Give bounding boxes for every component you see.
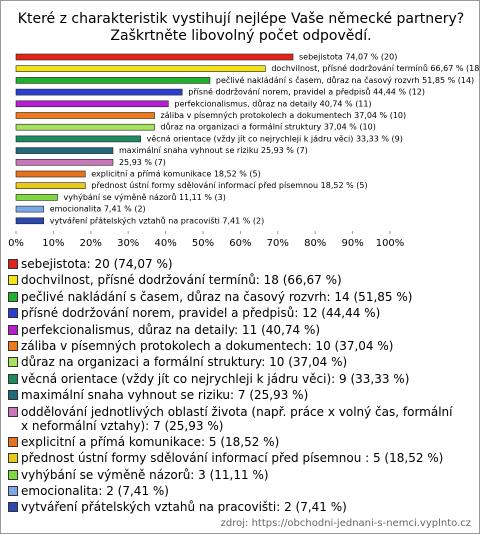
legend-label: záliba v písemných protokolech a dokumen…: [21, 338, 394, 353]
legend-label: explicitní a přímá komunikace: 5 (18,52 …: [21, 434, 280, 449]
bar: [15, 205, 45, 213]
bar-label: emocionalita 7,41 % (2): [50, 205, 146, 214]
legend-label: emocionalita: 2 (7,41 %): [21, 484, 169, 499]
bar: [15, 182, 86, 189]
bar-label: věcná orientace (vždy jít co nejrychleji…: [147, 134, 403, 143]
x-tick-label: 10%: [42, 238, 64, 249]
bar: [15, 112, 155, 119]
legend-swatch: [8, 324, 18, 335]
bar: [15, 123, 155, 131]
legend-item: oddělování jednotlivých oblastí života (…: [7, 405, 459, 433]
bar: [15, 77, 211, 84]
x-tick-label: 70%: [267, 238, 289, 249]
legend-label: perfekcionalismus, důraz na detaily: 11 …: [21, 322, 321, 337]
legend-label: přednost ústní formy sdělování informací…: [21, 451, 444, 466]
bar-label: pečlivé nakládání s časem, důraz na časo…: [216, 75, 474, 85]
bar: [15, 135, 141, 143]
legend-item: maximální snaha vyhnout se riziku: 7 (25…: [7, 388, 459, 402]
x-tick-label: 30%: [117, 238, 139, 249]
legend-label: vyhýbání se výměně názorů: 3 (11,11 %): [21, 467, 269, 482]
x-tick-label: 0%: [8, 238, 24, 249]
bar: [15, 159, 114, 166]
legend-swatch: [8, 357, 18, 368]
bar-label: perfekcionalismus, důraz na detaily 40,7…: [174, 98, 371, 108]
x-tick-label: 90%: [341, 238, 363, 249]
legend-swatch: [8, 373, 18, 384]
legend-label: důraz na organizaci a formální struktury…: [21, 355, 348, 370]
legend-item: sebejistota: 20 (74,07 %): [7, 257, 459, 271]
legend-swatch: [8, 390, 18, 401]
x-tick-label: 20%: [80, 238, 102, 249]
bar: [15, 100, 169, 108]
bar: [15, 194, 58, 201]
legend-label: oddělování jednotlivých oblastí života (…: [21, 404, 453, 433]
bar-label: explicitní a přímá komunikace 18,52 % (5…: [91, 170, 260, 179]
x-tick-label: 60%: [229, 238, 251, 249]
x-tick-label: 100%: [376, 238, 405, 249]
source: zdroj: https://obchodni-jednani-s-nemci.…: [220, 518, 471, 529]
legend-item: přednost ústní formy sdělování informací…: [7, 451, 459, 465]
legend-label: pečlivé nakládání s časem, důraz na časo…: [21, 289, 413, 304]
bar-label: dochvilnost, přísné dodržování termínů 6…: [271, 63, 479, 73]
legend-item: záliba v písemných protokolech a dokumen…: [7, 339, 459, 353]
legend-swatch: [8, 340, 18, 351]
legend-item: vyhýbání se výměně názorů: 3 (11,11 %): [7, 468, 459, 482]
bar: [15, 217, 45, 225]
legend-swatch: [8, 486, 18, 497]
legend-label: sebejistota: 20 (74,07 %): [21, 257, 173, 271]
legend-item: dochvilnost, přísné dodržování termínů: …: [7, 273, 459, 287]
legend-label: věcná orientace (vždy jít co nejrychleji…: [21, 371, 410, 386]
legend-swatch: [8, 436, 18, 447]
legend-item: přísné dodržování norem, pravidel a před…: [7, 306, 459, 320]
bar: [15, 88, 183, 96]
legend-swatch: [8, 308, 18, 319]
legend-label: přísné dodržování norem, pravidel a před…: [21, 306, 381, 321]
bar-label: důraz na organizaci a formální struktury…: [161, 122, 376, 132]
bar-label: záliba v písemných protokolech a dokumen…: [161, 111, 407, 120]
legend-swatch: [8, 259, 18, 269]
x-tick-label: 50%: [192, 238, 214, 249]
legend: sebejistota: 20 (74,07 %) dochvilnost, př…: [7, 257, 459, 517]
legend-label: maximální snaha vyhnout se riziku: 7 (25…: [21, 388, 309, 403]
legend-item: explicitní a přímá komunikace: 5 (18,52 …: [7, 435, 459, 449]
chart-subtitle: Zaškrtněte libovolný počet odpovědí.: [110, 28, 371, 44]
bar-label: 25,93 % (7): [119, 158, 166, 167]
bar: [15, 65, 266, 72]
legend-swatch: [8, 406, 18, 417]
bar: [15, 170, 86, 178]
bar-label: přednost ústní formy sdělování informací…: [91, 181, 367, 190]
legend-swatch: [8, 502, 18, 513]
bar-label: vyhýbání se výměně názorů 11,11 % (3): [64, 192, 226, 202]
legend-item: věcná orientace (vždy jít co nejrychleji…: [7, 372, 459, 386]
legend-item: důraz na organizaci a formální struktury…: [7, 355, 459, 369]
legend-item: perfekcionalismus, důraz na detaily: 11 …: [7, 323, 459, 337]
chart-area: Které z charakteristik vystihují nejlépe…: [8, 11, 479, 249]
x-tick-label: 80%: [304, 238, 326, 249]
legend-swatch: [8, 275, 18, 286]
legend-label: vytváření přátelských vztahů na pracoviš…: [21, 500, 347, 515]
legend-item: emocionalita: 2 (7,41 %): [7, 484, 459, 498]
legend-swatch: [8, 291, 18, 302]
bar: [15, 147, 114, 154]
chart-title: Které z charakteristik vystihují nejlépe…: [18, 11, 464, 27]
bar-label: maximální snaha vyhnout se riziku 25,93 …: [119, 146, 308, 155]
bar-label: vytváření přátelských vztahů na pracoviš…: [50, 215, 265, 225]
bar-label: sebejistota 74,07 % (20): [299, 53, 397, 62]
x-tick-label: 40%: [154, 238, 176, 249]
bar: [15, 53, 294, 61]
legend-item: vytváření přátelských vztahů na pracoviš…: [7, 500, 459, 514]
legend-swatch: [8, 469, 18, 480]
legend-swatch: [8, 453, 18, 464]
legend-label: dochvilnost, přísné dodržování termínů: …: [21, 273, 342, 288]
legend-item: pečlivé nakládání s časem, důraz na časo…: [7, 290, 459, 304]
bar-label: přísné dodržování norem, pravidel a před…: [188, 87, 425, 97]
